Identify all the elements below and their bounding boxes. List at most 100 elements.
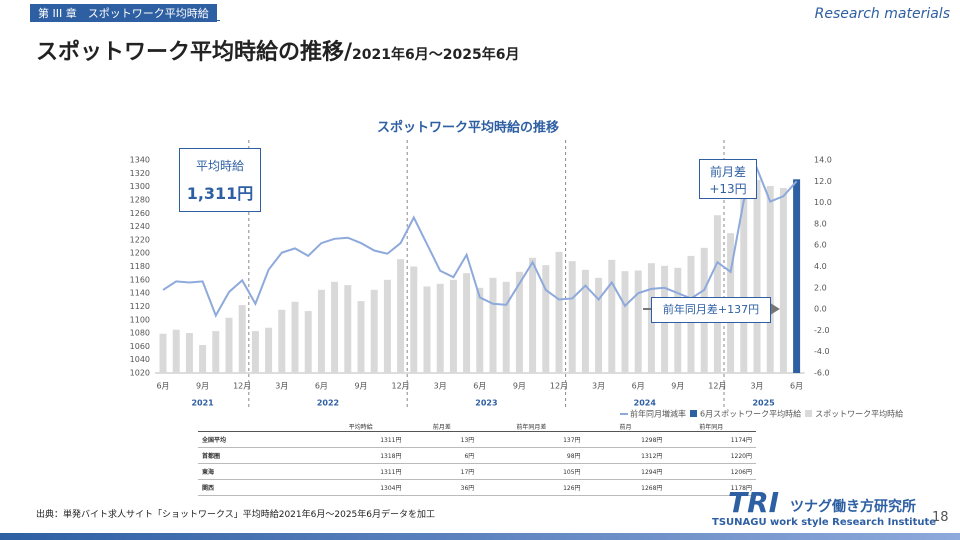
header-cell	[198, 421, 316, 432]
logo-jp: ツナグ働き方研究所	[790, 499, 916, 515]
table-cell: 1312円	[584, 447, 667, 464]
table-cell: 6円	[405, 447, 479, 464]
table-cell: 首都圏	[198, 447, 316, 464]
table-cell: 1311円	[316, 463, 406, 480]
table-cell: 1304円	[316, 479, 406, 496]
y2-tick-label: 14.0	[814, 156, 832, 165]
y-tick-label: 1140	[130, 289, 150, 298]
bar	[449, 279, 457, 373]
source: 出典：単発バイト求人サイト「ショットワークス」平均時給2021年6月～2025年…	[36, 510, 435, 520]
y-tick-label: 1100	[130, 315, 150, 324]
header-cell: 平均時給	[316, 421, 406, 432]
x-tick-label: 12月	[233, 382, 251, 391]
bar	[476, 287, 484, 373]
x-tick-label: 3月	[592, 382, 605, 391]
x-tick-label: 12月	[392, 382, 410, 391]
chart-title: スポットワーク平均時給の推移	[377, 120, 559, 136]
footer-bar	[0, 533, 960, 540]
bar	[515, 271, 523, 373]
bar	[291, 301, 299, 373]
callout-label: 前月差	[709, 165, 746, 179]
bar	[265, 327, 273, 373]
bar	[344, 285, 352, 373]
table-cell: 36円	[405, 479, 479, 496]
table-cell: 1294円	[584, 463, 667, 480]
x-tick-label: 6月	[632, 382, 645, 391]
header-cell: 前年同月	[666, 421, 756, 432]
bar	[489, 277, 497, 373]
bar	[621, 271, 629, 373]
bar	[779, 187, 787, 373]
bar	[634, 270, 642, 373]
callout-value: +13円	[709, 182, 747, 196]
summary-table: 平均時給 前月差 前年同月差 前月 前年同月 全国平均 1311円 13円 137円 1298円 1…	[198, 421, 756, 496]
title-main: スポットワーク平均時給の推移/	[36, 40, 353, 65]
y2-tick-label: -6.0	[814, 369, 830, 378]
table-cell: 126円	[478, 479, 585, 496]
y2-tick-label: -4.0	[814, 347, 830, 356]
bar	[397, 259, 405, 373]
callout-yoy: 前年同月差+137円	[651, 297, 771, 323]
x-tick-label: 6月	[790, 382, 803, 391]
callout-label: 平均時給	[195, 159, 244, 173]
table-header-row: 平均時給 前月差 前年同月差 前月 前年同月	[198, 421, 756, 432]
bar	[542, 265, 550, 373]
logo-en: TSUNAGU work style Research Institute	[712, 517, 937, 528]
table-cell: 1178円	[666, 479, 756, 496]
table-cell: 1206円	[666, 463, 756, 480]
y2-tick-label: 0.0	[814, 305, 827, 314]
bar	[238, 305, 246, 373]
y-tick-label: 1260	[130, 209, 150, 218]
callout-mom: 前月差 +13円	[699, 159, 757, 199]
x-tick-label: 9月	[671, 382, 684, 391]
bar	[423, 286, 431, 373]
y-tick-label: 1080	[130, 329, 150, 338]
bar	[740, 195, 748, 373]
y-tick-label: 1120	[130, 302, 150, 311]
legend-label: スポットワーク平均時給	[815, 409, 903, 419]
bar	[595, 277, 603, 373]
table-cell: 東海	[198, 463, 316, 480]
y2-tick-label: 8.0	[814, 219, 827, 228]
header-cell: 前月	[584, 421, 667, 432]
y-tick-label: 1200	[130, 249, 150, 258]
table-cell: 98円	[478, 447, 585, 464]
table-cell: 17円	[405, 463, 479, 480]
year-label: 2022	[317, 399, 339, 408]
bar	[568, 261, 576, 373]
x-tick-label: 6月	[473, 382, 486, 391]
bar	[608, 259, 616, 373]
bar	[555, 251, 563, 373]
bar	[436, 283, 444, 373]
table-row: 関西 1304円 36円 126円 1268円 1178円	[198, 479, 756, 496]
bar	[199, 345, 207, 373]
bar	[529, 257, 537, 373]
x-tick-label: 3月	[750, 382, 763, 391]
bar	[793, 179, 801, 373]
bar	[185, 333, 193, 373]
y2-tick-label: 4.0	[814, 262, 827, 271]
y-tick-label: 1340	[130, 156, 150, 165]
y2-tick-label: 2.0	[814, 283, 827, 292]
bar	[502, 281, 510, 373]
table-cell: 137円	[478, 431, 585, 448]
chapter: 第 III 章 スポットワーク平均時給	[30, 4, 217, 22]
y-tick-label: 1180	[130, 262, 150, 271]
bar	[370, 289, 378, 373]
x-tick-label: 3月	[275, 382, 288, 391]
x-tick-label: 9月	[354, 382, 367, 391]
bar	[212, 331, 220, 373]
y-tick-label: 1220	[130, 235, 150, 244]
year-label: 2025	[752, 399, 775, 408]
bar	[317, 289, 325, 373]
y2-tick-label: 12.0	[814, 177, 832, 186]
x-tick-label: 6月	[315, 382, 328, 391]
callout-value: 1,311円	[186, 184, 254, 203]
tag: Research materials	[814, 6, 950, 22]
table-cell: 全国平均	[198, 431, 316, 448]
x-tick-label: 9月	[513, 382, 526, 391]
bar	[251, 331, 259, 373]
y-tick-label: 1040	[130, 355, 150, 364]
bar	[383, 279, 391, 373]
y-tick-label: 1280	[130, 195, 150, 204]
